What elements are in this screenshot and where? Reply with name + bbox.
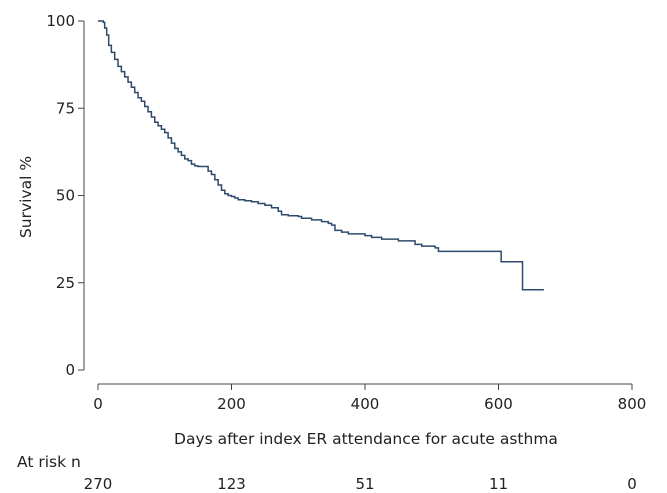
y-tick-label: 50 (56, 187, 75, 205)
y-tick-label: 25 (56, 274, 75, 292)
x-tick-label: 600 (484, 395, 513, 413)
x-tick-label: 800 (618, 395, 647, 413)
at-risk-value: 270 (84, 475, 113, 493)
x-axis-title: Days after index ER attendance for acute… (174, 430, 558, 448)
at-risk-value: 123 (217, 475, 246, 493)
plot-area (98, 20, 544, 291)
at-risk-table: 270 123 51 11 0 (84, 475, 637, 493)
at-risk-value: 11 (489, 475, 508, 493)
at-risk-title: At risk n (17, 453, 81, 471)
x-tick-label: 0 (93, 395, 103, 413)
y-tick-label: 0 (65, 361, 75, 379)
axes: 0 25 50 75 100 0 200 400 600 800 (46, 12, 646, 413)
y-axis-title: Survival % (17, 156, 35, 238)
x-tick-label: 200 (217, 395, 246, 413)
x-tick-label: 400 (351, 395, 380, 413)
survival-curve (98, 20, 544, 291)
at-risk-value: 51 (355, 475, 374, 493)
y-tick-label: 100 (46, 12, 75, 30)
at-risk-value: 0 (627, 475, 637, 493)
y-tick-label: 75 (56, 99, 75, 117)
